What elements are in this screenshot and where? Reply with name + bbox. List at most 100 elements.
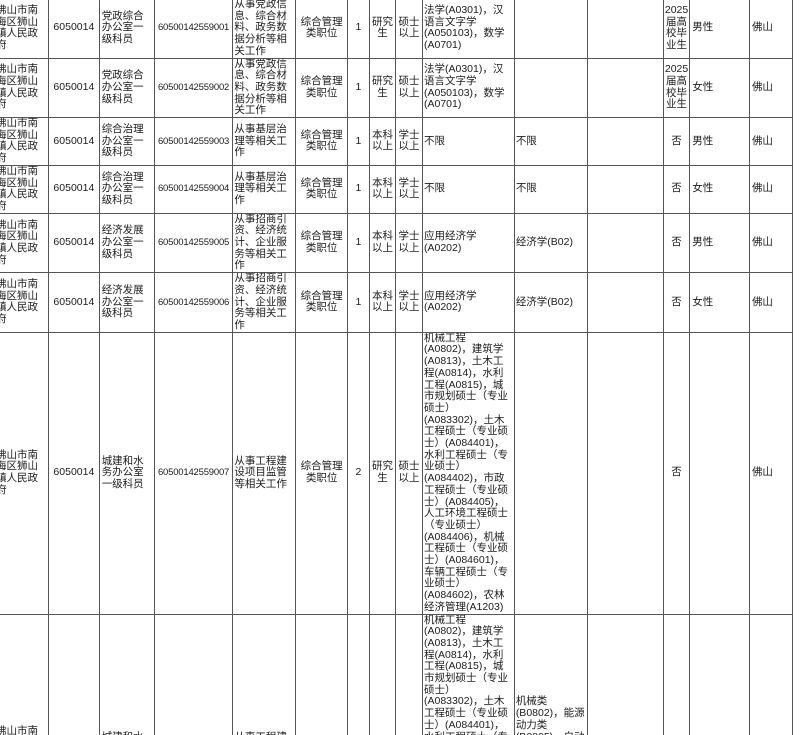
cell-unit: 佛山市南海区狮山镇人民政府 [0,57,50,119]
cell-duties: 从事基层治理等相关工作 [232,164,297,214]
cell-category: 综合管理类职位 [295,164,348,214]
cell-unit-code: 6050014 [48,613,100,735]
cell-position: 党政综合办公室一级科员 [98,57,155,119]
cell-category: 综合管理类职位 [295,331,348,615]
cell-grad-majors: 不限 [422,117,515,166]
cell-duties: 从事工程建设项目监管等相关工作 [232,613,297,735]
cell-other-requirements [587,613,664,735]
cell-position-code: 60500142559007 [153,331,234,615]
cell-education: 本科以上 [368,212,397,274]
cell-education: 研究生 [368,57,397,119]
cell-degree: 学士以上 [395,212,423,274]
cell-grad-majors: 应用经济学(A0202) [422,272,515,333]
cell-duties: 从事基层治理等相关工作 [232,117,297,166]
cell-category: 综合管理类职位 [295,272,348,333]
cell-degree: 学士以上 [395,272,423,333]
cell-education: 本科以上 [368,613,397,735]
cell-fresh-grad: 否 [662,613,691,735]
cell-unit-code: 6050014 [48,212,100,274]
cell-exam-area: 佛山 [748,57,794,119]
cell-exam-area: 佛山 [748,331,794,615]
cell-position: 综合治理办公室一级科员 [98,117,155,166]
cell-position-code: 60500142559005 [153,212,234,274]
cell-undergrad-majors: 机械类(B0802)，能源动力类(B0805)，自动化类(B0808)，建筑类(… [513,613,589,735]
cell-fresh-grad: 否 [662,331,691,615]
table-row: 佛山市南海区狮山镇人民政府 6050014 经济发展办公室一级科员 605001… [0,272,794,333]
cell-degree: 学士以上 [395,613,423,735]
table-row: 佛山市南海区狮山镇人民政府 6050014 党政综合办公室一级科员 605001… [0,0,794,59]
cell-gender: 男性 [689,117,750,166]
cell-education: 本科以上 [368,272,397,333]
cell-other-requirements [587,57,664,119]
cell-fresh-grad: 2025届高校毕业生 [662,57,691,119]
table-row: 佛山市南海区狮山镇人民政府 6050014 综合治理办公室一级科员 605001… [0,164,794,214]
cell-position: 综合治理办公室一级科员 [98,164,155,214]
cell-fresh-grad: 否 [662,272,691,333]
cell-education: 研究生 [368,331,397,615]
cell-education: 本科以上 [368,164,397,214]
cell-gender: 女性 [689,57,750,119]
cell-degree: 硕士以上 [395,0,423,59]
cell-position-code: 60500142559002 [153,57,234,119]
cell-grad-majors: 机械工程(A0802)，建筑学(A0813)，土木工程(A0814)，水利工程(… [422,331,515,615]
cell-duties: 从事招商引资、经济统计、企业服务等相关工作 [232,212,297,274]
cell-degree: 硕士以上 [395,331,423,615]
cell-position: 城建和水务办公室一级科员 [98,613,155,735]
cell-duties: 从事工程建设项目监管等相关工作 [232,331,297,615]
cell-unit: 佛山市南海区狮山镇人民政府 [0,164,50,214]
cell-unit-code: 6050014 [48,331,100,615]
cell-undergrad-majors: 经济学(B02) [513,212,589,274]
cell-fresh-grad: 否 [662,212,691,274]
cell-fresh-grad: 2025届高校毕业生 [662,0,691,59]
cell-gender [689,613,750,735]
cell-grad-majors: 机械工程(A0802)，建筑学(A0813)，土木工程(A0814)，水利工程(… [422,613,515,735]
cell-education: 研究生 [368,0,397,59]
cell-openings: 1 [346,272,370,333]
cell-unit: 佛山市南海区狮山镇人民政府 [0,212,50,274]
cell-other-requirements [587,212,664,274]
cell-other-requirements [587,117,664,166]
cell-category: 综合管理类职位 [295,0,348,59]
cell-duties: 从事招商引资、经济统计、企业服务等相关工作 [232,272,297,333]
cell-other-requirements [587,164,664,214]
cell-openings: 1 [346,57,370,119]
cell-degree: 学士以上 [395,164,423,214]
table-row: 佛山市南海区狮山镇人民政府 6050014 综合治理办公室一级科员 605001… [0,117,794,166]
cell-education: 本科以上 [368,117,397,166]
cell-category: 综合管理类职位 [295,57,348,119]
table-row: 佛山市南海区狮山镇人民政府 6050014 城建和水务办公室一级科员 60500… [0,613,794,735]
cell-other-requirements [587,272,664,333]
cell-exam-area: 佛山 [748,117,794,166]
cell-fresh-grad: 否 [662,164,691,214]
cell-unit-code: 6050014 [48,272,100,333]
cell-unit: 佛山市南海区狮山镇人民政府 [0,272,50,333]
cell-gender: 男性 [689,0,750,59]
cell-position: 经济发展办公室一级科员 [98,272,155,333]
cell-undergrad-majors: 经济学(B02) [513,272,589,333]
cell-openings: 2 [346,613,370,735]
cell-category: 综合管理类职位 [295,613,348,735]
table-row: 佛山市南海区狮山镇人民政府 6050014 城建和水务办公室一级科员 60500… [0,331,794,615]
cell-openings: 1 [346,117,370,166]
cell-degree: 硕士以上 [395,57,423,119]
cell-degree: 学士以上 [395,117,423,166]
cell-unit-code: 6050014 [48,164,100,214]
cell-position-code: 60500142559001 [153,0,234,59]
cell-openings: 1 [346,164,370,214]
cell-exam-area: 佛山 [748,212,794,274]
cell-position-code: 60500142559008 [153,613,234,735]
cell-category: 综合管理类职位 [295,212,348,274]
cell-position: 经济发展办公室一级科员 [98,212,155,274]
cell-unit-code: 6050014 [48,0,100,59]
cell-grad-majors: 应用经济学(A0202) [422,212,515,274]
table-row: 佛山市南海区狮山镇人民政府 6050014 经济发展办公室一级科员 605001… [0,212,794,274]
table-row: 佛山市南海区狮山镇人民政府 6050014 党政综合办公室一级科员 605001… [0,57,794,119]
cell-gender: 男性 [689,212,750,274]
cell-position: 城建和水务办公室一级科员 [98,331,155,615]
cell-other-requirements [587,0,664,59]
cell-openings: 2 [346,331,370,615]
cell-openings: 1 [346,0,370,59]
cell-unit: 佛山市南海区狮山镇人民政府 [0,613,50,735]
